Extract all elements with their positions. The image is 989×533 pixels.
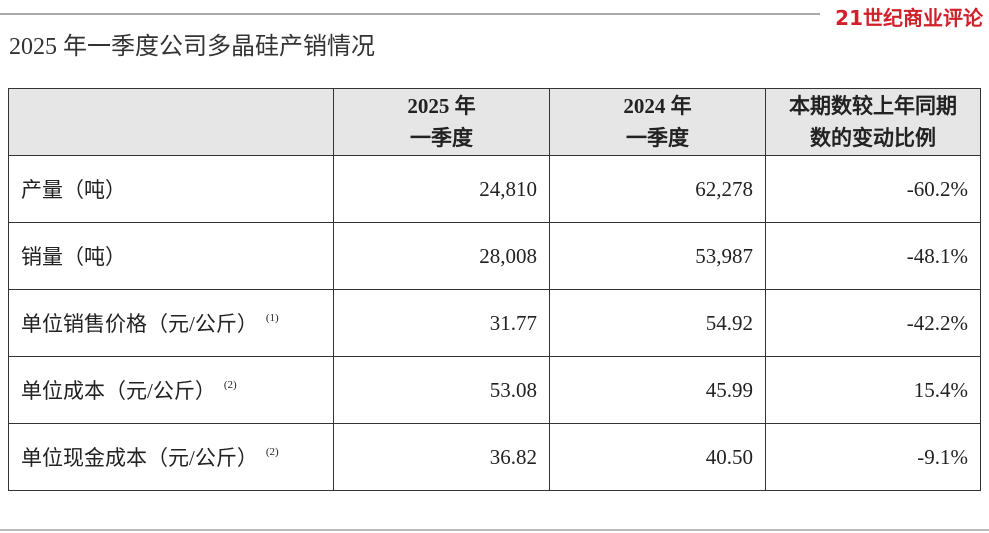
header-line: 2025 年 <box>407 94 476 118</box>
cell: 40.50 <box>549 423 766 491</box>
table: 2025 年一季度 2024 年一季度 本期数较上年同期 数的变动比例 产量（吨） 24,… <box>8 88 981 491</box>
footnote-mark: (1) <box>265 312 279 324</box>
cell: 28,008 <box>333 222 550 290</box>
cell: -9.1% <box>765 423 981 491</box>
row-label: 销量（吨） <box>21 245 126 269</box>
header-cell: 2024 年一季度 <box>549 88 766 156</box>
cell: 53.08 <box>333 356 550 424</box>
cell: 15.4% <box>765 356 981 424</box>
cell: 31.77 <box>333 289 550 357</box>
cell: 54.92 <box>549 289 766 357</box>
header-cell: 本期数较上年同期 数的变动比例 <box>765 88 981 156</box>
header-row: 2025 年一季度 2024 年一季度 本期数较上年同期 数的变动比例 <box>8 88 981 156</box>
row: 单位销售价格（元/公斤） (1) 31.77 54.92 -42.2% <box>8 289 981 357</box>
row-label: 产量（吨） <box>21 178 126 202</box>
title: 2025 年一季度公司多晶硅产销情况 <box>9 34 375 60</box>
cell: -48.1% <box>765 222 981 290</box>
row-label-cell: 销量（吨） <box>8 222 334 290</box>
footnote-mark: (2) <box>223 379 237 391</box>
row-label-cell: 产量（吨） <box>8 155 334 223</box>
header-cell <box>8 88 334 156</box>
header-line: 一季度 <box>410 126 473 150</box>
header-line: 一季度 <box>626 126 689 150</box>
row: 单位成本（元/公斤） (2) 53.08 45.99 15.4% <box>8 356 981 424</box>
row-label-cell: 单位销售价格（元/公斤） (1) <box>8 289 334 357</box>
cell: 53,987 <box>549 222 766 290</box>
row: 产量（吨） 24,810 62,278 -60.2% <box>8 155 981 223</box>
brand: 21世纪商业评论 <box>835 6 983 30</box>
footnote-mark: (2) <box>265 446 279 458</box>
cell: 45.99 <box>549 356 766 424</box>
cell: 62,278 <box>549 155 766 223</box>
bottom-rule <box>0 529 989 531</box>
row-label: 单位现金成本（元/公斤） <box>21 446 258 470</box>
cell: -60.2% <box>765 155 981 223</box>
row: 销量（吨） 28,008 53,987 -48.1% <box>8 222 981 290</box>
row-label: 单位成本（元/公斤） <box>21 379 216 403</box>
row-label-cell: 单位成本（元/公斤） (2) <box>8 356 334 424</box>
header-cell: 2025 年一季度 <box>333 88 550 156</box>
row-label-cell: 单位现金成本（元/公斤） (2) <box>8 423 334 491</box>
row: 单位现金成本（元/公斤） (2) 36.82 40.50 -9.1% <box>8 423 981 491</box>
cell: 24,810 <box>333 155 550 223</box>
top-rule <box>0 13 820 15</box>
cell: 36.82 <box>333 423 550 491</box>
header-line: 数的变动比例 <box>810 126 936 150</box>
row-label: 单位销售价格（元/公斤） <box>21 312 258 336</box>
header-line: 本期数较上年同期 <box>789 94 957 118</box>
header-line: 2024 年 <box>623 94 692 118</box>
cell: -42.2% <box>765 289 981 357</box>
